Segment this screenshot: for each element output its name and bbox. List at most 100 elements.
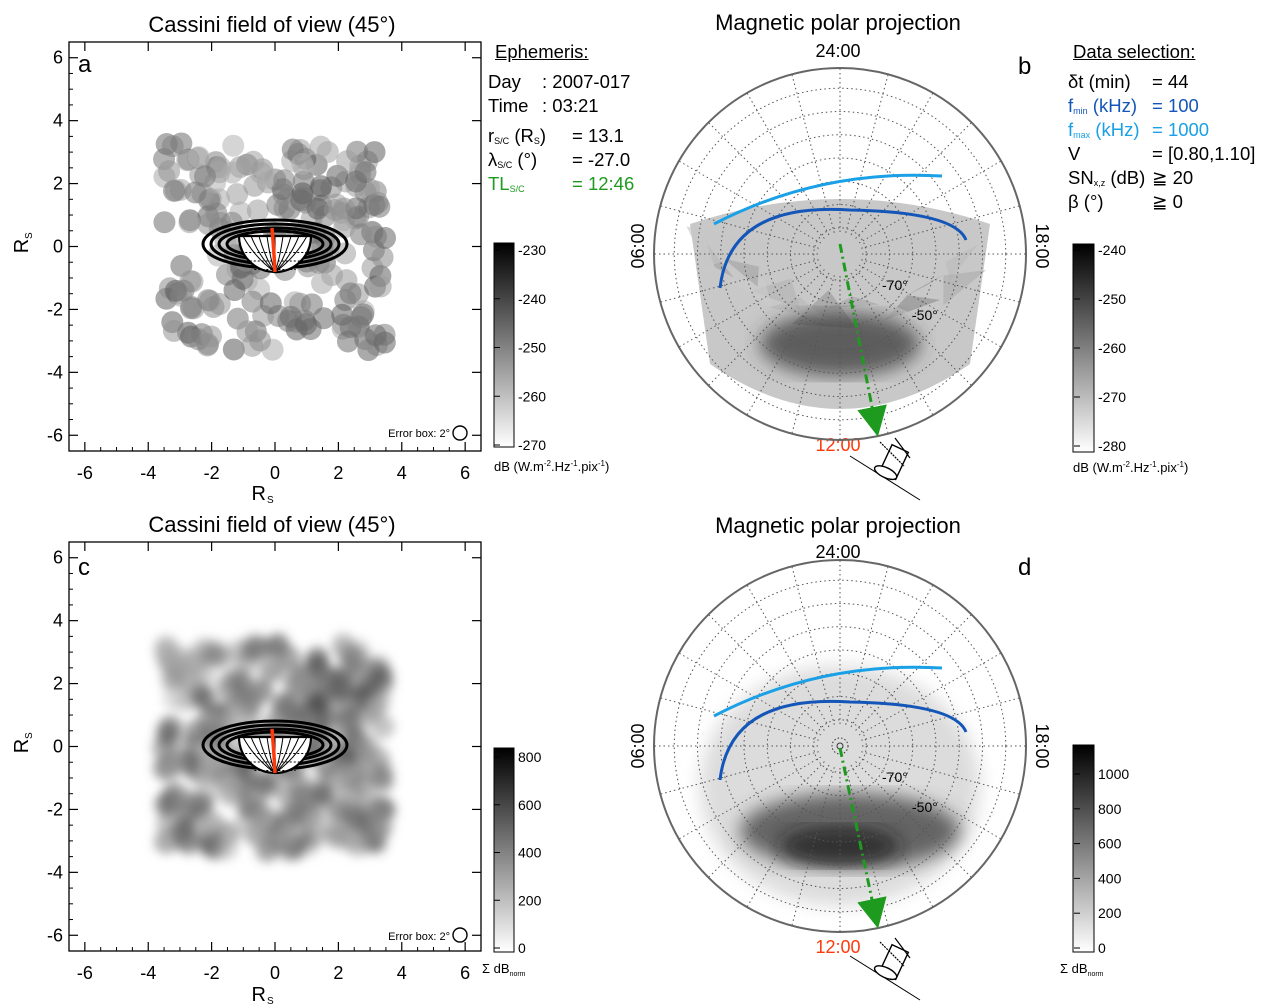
emission-blob — [333, 760, 358, 785]
emission-blob — [162, 319, 185, 342]
polar-boundary — [653, 67, 1027, 441]
emission-blob — [306, 197, 329, 220]
ephemeris-lat-value: = -27.0 — [572, 149, 631, 170]
emission-blob — [294, 673, 319, 698]
colorbar-tick-label: 600 — [518, 797, 542, 813]
y-tick-label: -2 — [47, 299, 63, 319]
local-time-meridian — [861, 697, 1020, 741]
local-time-meridian — [855, 269, 972, 386]
emission-blob — [219, 773, 244, 798]
local-time-meridian — [861, 259, 1020, 303]
colorbar-tick-label: 1000 — [1098, 766, 1129, 782]
local-time-meridian — [845, 74, 889, 233]
emission-blob — [339, 282, 362, 305]
latitude-circle — [743, 649, 937, 843]
dt-value: = 44 — [1152, 71, 1189, 92]
saturn-meridian — [250, 736, 276, 774]
local-time-meridian — [791, 74, 835, 233]
x-tick-label: -4 — [140, 463, 156, 483]
svg-text:R: R — [11, 239, 33, 253]
emission-blob — [311, 271, 334, 294]
saturn-meridian — [250, 235, 276, 273]
label-06h-d: 06:00 — [628, 723, 648, 768]
colorbar-c-label: Σ dBnorm — [482, 961, 526, 978]
emission-blob — [273, 169, 296, 192]
local-time-meridian — [858, 652, 1002, 736]
local-time-meridian — [855, 122, 972, 239]
x-tick-label: 0 — [270, 963, 280, 983]
colorbar-tick-label: 800 — [1098, 801, 1122, 817]
local-time-meridian — [708, 269, 825, 386]
x-tick-label: 6 — [460, 463, 470, 483]
emission-blob — [307, 691, 332, 716]
colorbar-tick-label: -280 — [1098, 438, 1126, 454]
colorbar-tick-label: 200 — [518, 892, 542, 908]
latitude-label: -70° — [882, 769, 908, 785]
colorbar-tick-label: 600 — [1098, 836, 1122, 852]
colorbar-c: 800 600 400 200 0 Σ dBnorm — [482, 747, 542, 978]
panel-d-title: Magnetic polar projection — [715, 513, 961, 538]
emission-blob — [336, 150, 359, 173]
emission-blob — [299, 318, 322, 341]
axes-ticks-a: -6 -6 -4 -4 -2 -2 0 0 2 2 4 4 6 6 — [47, 42, 481, 483]
emission-blob — [290, 189, 313, 212]
y-tick-label: 4 — [53, 111, 63, 131]
emission-blob — [325, 825, 350, 850]
ephemeris-header: Ephemeris: — [495, 41, 589, 62]
svg-text:Error box: 2°: Error box: 2° — [388, 931, 450, 943]
spacecraft-mast — [894, 437, 911, 459]
auroral-emission-b — [686, 199, 990, 409]
local-time-meridian — [660, 751, 819, 795]
panel-letter-d: d — [1018, 554, 1031, 581]
local-time-meridian — [861, 751, 1020, 795]
panel-c-title: Cassini field of view (45°) — [148, 512, 395, 537]
emission-blob — [345, 170, 368, 193]
ephemeris-time-label: Time — [488, 95, 529, 116]
emission-facet — [726, 278, 773, 307]
emission-blob — [350, 306, 373, 329]
cassini-spacecraft-icon-d — [849, 937, 921, 1001]
x-tick-label: -2 — [204, 963, 220, 983]
panel-a-title: Cassini field of view (45°) — [148, 12, 395, 37]
sn-label: SNx,z (dB) — [1068, 167, 1146, 188]
emission-blob — [221, 161, 244, 184]
x-tick-label: -2 — [204, 463, 220, 483]
svg-text:S: S — [24, 232, 35, 239]
emission-blob — [370, 714, 395, 739]
pole-marker — [831, 737, 849, 755]
label-24h-d: 24:00 — [815, 542, 860, 562]
emission-blob — [197, 213, 220, 236]
dt-label: δt (min) — [1068, 71, 1131, 92]
y-tick-label: -6 — [47, 425, 63, 445]
emission-blob — [226, 183, 249, 206]
footprint-track — [270, 728, 277, 774]
local-time-meridian — [791, 767, 835, 926]
y-tick-label: 6 — [53, 48, 63, 68]
spacecraft-detail — [879, 941, 905, 967]
emission-blob — [177, 831, 202, 856]
x-axis-label-c: R S — [252, 984, 274, 1005]
fov-emission-map-c — [152, 632, 397, 863]
ephemeris-lat-label: λS/C (°) — [488, 149, 538, 170]
panel-b: Magnetic polar projection 24:00 b 12:00 … — [628, 10, 1052, 455]
colorbar-tick-label: 0 — [1098, 940, 1106, 956]
local-time-meridian — [850, 272, 934, 416]
y-tick-label: -4 — [47, 362, 63, 382]
emission-blob — [341, 806, 366, 831]
colorbar-tick-label: 400 — [518, 845, 542, 861]
local-time-meridian — [845, 566, 889, 725]
panel-letter-a: a — [78, 51, 92, 78]
local-time-meridian — [791, 566, 835, 725]
x-axis-label-a: R S — [252, 483, 274, 506]
colorbar-tick-label: -270 — [518, 437, 546, 453]
emission-facet — [965, 225, 990, 266]
spacecraft-direction-arrow — [838, 747, 887, 929]
sn-value: ≧ 20 — [1152, 167, 1194, 188]
colorbar-b-label: dB (W.m-2.Hz-1.pix-1) — [1073, 460, 1188, 475]
latitude-circle — [673, 579, 1007, 913]
spacecraft-antenna — [873, 465, 898, 481]
spacecraft-direction-arrow — [838, 243, 887, 437]
local-time-meridian — [858, 756, 1002, 840]
label-18h-b: 18:00 — [1032, 223, 1052, 268]
